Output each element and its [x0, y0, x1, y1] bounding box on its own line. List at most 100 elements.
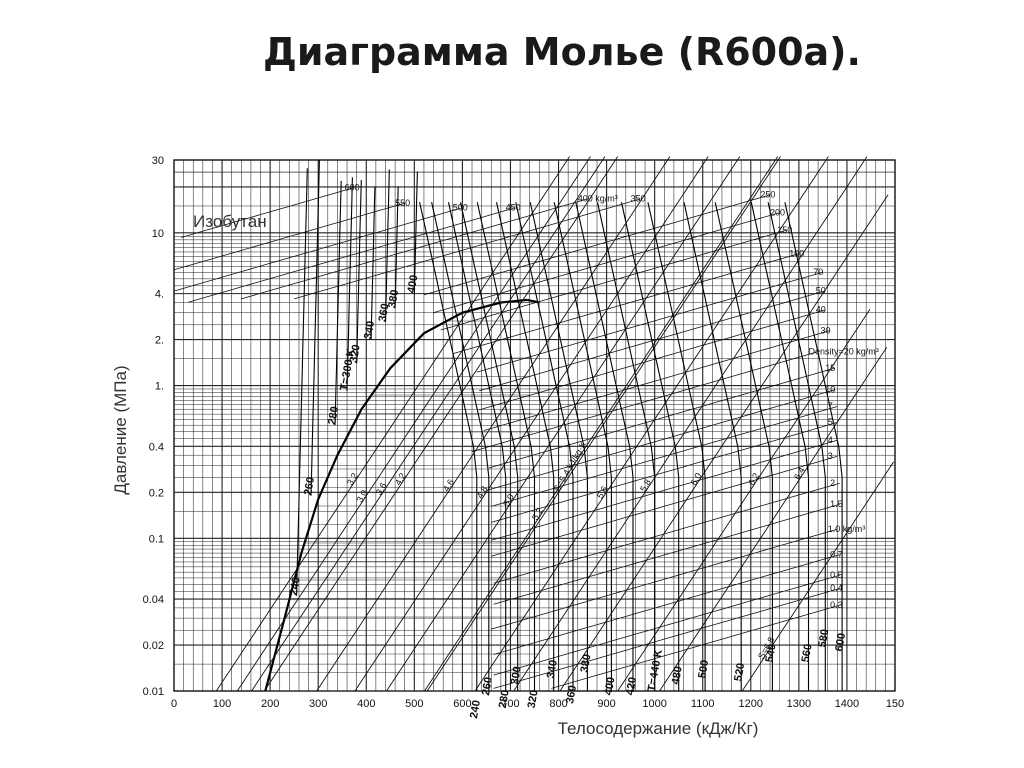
x-axis-label: Телосодержание (кДж/Кг): [558, 719, 759, 738]
isentrope-line: [236, 156, 591, 692]
isochore-line: [188, 207, 516, 303]
isochore-line: [491, 439, 838, 541]
isentrope-label: 6.2: [746, 471, 761, 487]
isochore-label: 3: [828, 451, 833, 461]
isotherm-label: 320: [348, 344, 363, 364]
page-title: Диаграмма Молье (R600a).: [263, 30, 861, 74]
isentrope-line: [741, 461, 894, 692]
isochore-label: 70: [813, 267, 823, 277]
isochore-line: [493, 503, 840, 605]
isotherm-line: [714, 202, 773, 691]
isochore-label: 400 kg/m³: [578, 194, 618, 204]
isotherm-line: [495, 202, 555, 691]
y-tick-label: 1.: [155, 381, 164, 393]
isotherm-line: [334, 180, 342, 426]
isochore-line: [493, 574, 840, 676]
isochore-line: [483, 330, 831, 431]
isentrope-line: [316, 156, 671, 692]
x-tick-label: 200: [261, 698, 279, 710]
y-tick-label: 10: [152, 228, 164, 240]
isochore-label: 350: [631, 194, 646, 204]
isochore-label: 500: [453, 203, 468, 213]
isotherm-line: [356, 179, 362, 364]
isochore-label: 50: [816, 286, 826, 296]
isotherm-label: 360: [564, 684, 579, 704]
isochore-label: 1.5: [830, 499, 843, 509]
isochore-line: [493, 482, 840, 584]
isotherm-line: [476, 202, 536, 691]
isotherm-line: [529, 202, 588, 691]
isotherm-line: [553, 202, 612, 691]
isotherm-line: [459, 202, 519, 691]
isochore-line: [491, 455, 838, 557]
isochore-label: 10: [825, 385, 835, 395]
isentrope-line: [424, 156, 779, 692]
isochore-line: [423, 194, 771, 296]
x-tick-label: 700: [501, 698, 519, 710]
isochore-label: 7: [828, 401, 833, 411]
isotherm-label: 380: [579, 653, 594, 673]
isotherm-label: 260: [480, 676, 495, 696]
substance-label: Изобутан: [193, 212, 267, 231]
isochore-label: 450: [506, 203, 521, 213]
isochore-line: [491, 528, 838, 630]
isotherm-label: 520: [732, 662, 747, 682]
isochore-label: 30: [820, 325, 830, 335]
isochore-line: [173, 202, 405, 271]
isentrope-line: [513, 156, 868, 692]
isochore-line: [491, 406, 838, 507]
isotherm-line: [575, 202, 634, 691]
y-axis-label: Давление (МПа): [111, 365, 130, 494]
isochore-label: 600: [345, 182, 360, 192]
isochore-label: 0.3: [830, 600, 843, 610]
isotherm-line: [310, 159, 320, 496]
isochore-line: [551, 604, 840, 689]
isotherm-line: [394, 186, 399, 309]
isotherm-label: 360: [377, 303, 392, 323]
isotherm-label: 500: [696, 659, 711, 679]
isentrope-line: [659, 347, 888, 692]
x-tick-label: 1300: [787, 698, 811, 710]
isotherm-line: [784, 202, 843, 691]
saturated-liquid-line: [264, 298, 528, 692]
isotherm-line: [384, 169, 390, 323]
isotherm-label: 540: [764, 643, 779, 663]
y-tick-label: 30: [152, 155, 164, 167]
isentrope-label: 6.0: [689, 471, 704, 487]
isochore-line: [440, 229, 788, 331]
isotherm-line: [296, 168, 308, 596]
x-tick-label: 1200: [739, 698, 763, 710]
isochore-line: [452, 253, 800, 355]
isochore-line: [491, 422, 838, 523]
isochore-line: [493, 588, 840, 689]
isochore-label: Density=20 kg/m³: [808, 346, 878, 356]
isotherm-line: [683, 202, 742, 691]
x-tick-label: 900: [597, 698, 615, 710]
isochore-label: 40: [816, 305, 826, 315]
x-tick-label: 150: [886, 698, 904, 710]
isotherm-label: 580: [816, 628, 831, 648]
isotherm-label: 400: [405, 274, 420, 294]
isotherm-line: [620, 202, 680, 691]
isochore-line: [181, 187, 355, 238]
isotherm-label: T=440 K: [646, 649, 665, 693]
isentrope-line: [215, 156, 570, 692]
isochore-line: [488, 389, 836, 491]
isotherm-line: [767, 202, 826, 691]
x-tick-label: 100: [213, 698, 231, 710]
curve-labels: 3.03.23.64.2 4.6 4.8 5.05.2S=5.4 kJ/kg·K 5.6…: [288, 182, 879, 719]
x-tick-label: 1400: [835, 698, 859, 710]
isentrope-line: [264, 156, 619, 692]
y-tick-label: 4.: [155, 289, 164, 301]
isotherm-label: 300: [509, 665, 524, 685]
x-tick-label: 0: [171, 698, 177, 710]
x-tick-label: 1100: [691, 698, 715, 710]
isotherm-line: [447, 202, 507, 691]
isotherm-line: [346, 177, 353, 392]
isochore-label: 4: [828, 435, 833, 445]
isotherm-line: [596, 202, 656, 691]
isochore-line: [488, 367, 836, 469]
isochore-label: 1.0 kg/m³: [828, 524, 866, 534]
